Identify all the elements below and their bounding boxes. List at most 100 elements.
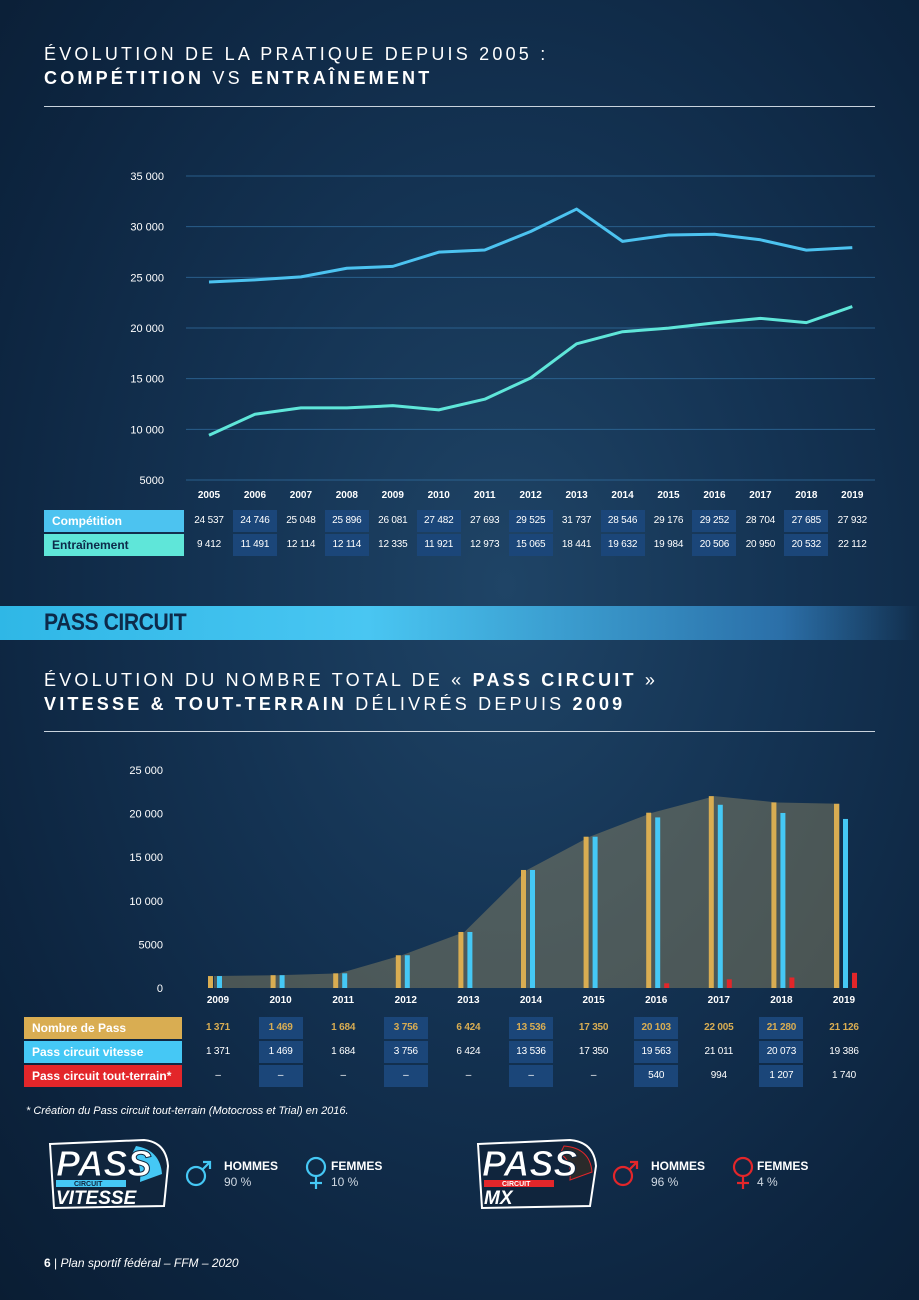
chart2-xtick-label: 2016 xyxy=(645,995,668,1006)
chart1-data-label: 12 973 xyxy=(469,539,500,550)
chart2-legend-vitesse: Pass circuit vitesse xyxy=(24,1041,182,1063)
chart1-svg: 5000 10 000 15 000 20 000 25 000 30 000 35 000 xyxy=(130,171,875,487)
chart2-data-label: 6 424 xyxy=(456,1046,481,1057)
svg-text:MX: MX xyxy=(484,1188,514,1209)
chart2-bar-vitesse xyxy=(467,931,473,988)
chart1-point xyxy=(575,208,578,211)
chart2-data-label: – xyxy=(465,1070,472,1081)
chart1-point xyxy=(805,321,808,324)
chart2-data-label: – xyxy=(383,1065,428,1087)
chart1-xtick-label: 2016 xyxy=(703,490,726,501)
chart1-data-label: 27 685 xyxy=(784,510,829,532)
mx-men-pct: 96 % xyxy=(651,1175,679,1189)
chart2-title-rule xyxy=(44,731,875,732)
chart2-title-pass-circuit: PASS CIRCUIT xyxy=(472,670,637,690)
chart2-title-year: 2009 xyxy=(572,694,626,714)
chart2-data-label: 1 371 xyxy=(205,1022,231,1033)
chart2-data-label: 13 536 xyxy=(509,1017,553,1039)
chart1-point xyxy=(437,251,440,254)
chart2-title-part3: » xyxy=(636,670,659,690)
chart2-bar-total xyxy=(834,803,839,988)
chart1-xtick-label: 2009 xyxy=(381,490,404,501)
chart2-data-label: 1 684 xyxy=(331,1046,356,1057)
chart2-data-label: 540 xyxy=(634,1065,679,1087)
chart2-ytick-label: 0 xyxy=(157,983,163,995)
chart2-bar-tout-terrain xyxy=(789,977,795,988)
chart1-data-label: 12 114 xyxy=(286,539,316,550)
chart2-bar-total xyxy=(708,796,714,988)
chart1-point xyxy=(345,406,348,409)
svg-text:PASS: PASS xyxy=(56,1143,151,1184)
chart2-bar-total xyxy=(583,836,589,988)
chart1-xtick-label: 2005 xyxy=(197,490,221,501)
chart2-bar-total xyxy=(458,931,464,988)
chart2-bar-total xyxy=(333,973,339,988)
chart1-title-line2: COMPÉTITION VS ENTRAÎNEMENT xyxy=(44,68,432,89)
chart1-xtick-label: 2006 xyxy=(243,490,267,501)
chart1-title-entrainement: ENTRAÎNEMENT xyxy=(251,68,433,88)
footnote: * Création du Pass circuit tout-terrain … xyxy=(26,1105,349,1117)
mx-men-label: HOMMES xyxy=(651,1159,705,1173)
chart1-point xyxy=(667,327,670,330)
chart1-point xyxy=(759,238,762,241)
chart2-data-label: 3 756 xyxy=(383,1017,428,1039)
chart1-data-label: 27 693 xyxy=(469,515,500,526)
chart1-point xyxy=(851,246,854,249)
chart1-data-label: 27 482 xyxy=(416,510,461,532)
mx-women-pct: 4 % xyxy=(757,1175,778,1189)
chart2-data-label: – xyxy=(590,1070,597,1081)
pass-vitesse-logo: PASS CIRCUIT VITESSE xyxy=(44,1136,170,1212)
chart2-ytick-label: 20 000 xyxy=(129,809,163,821)
chart1-data-label: 18 441 xyxy=(561,539,592,550)
chart1-data-label: 28 546 xyxy=(600,510,645,532)
chart2-bar-vitesse xyxy=(655,817,661,988)
chart2-xtick-label: 2015 xyxy=(582,995,605,1006)
chart2-data-label: – xyxy=(340,1070,347,1081)
chart1-ytick-label: 20 000 xyxy=(130,323,164,335)
chart2-bar-total xyxy=(521,869,526,988)
chart2-bar-total xyxy=(646,812,652,988)
chart2-data-label: 21 280 xyxy=(759,1017,804,1039)
chart1-point xyxy=(391,265,394,268)
chart1-data-label: 22 112 xyxy=(837,539,867,550)
chart1-xtick-label: 2007 xyxy=(289,490,313,501)
chart2-legend-total: Nombre de Pass xyxy=(24,1017,182,1039)
page-number: 6 xyxy=(44,1256,51,1270)
chart1-legend-competition: Compétition xyxy=(44,510,184,532)
chart1-series-line-entrainement xyxy=(208,305,853,437)
svg-text:VITESSE: VITESSE xyxy=(56,1188,138,1209)
female-icon-mx xyxy=(729,1156,757,1197)
male-icon-vitesse xyxy=(184,1158,214,1193)
chart2-data-label: 17 350 xyxy=(578,1022,609,1033)
chart1-data-label: 28 704 xyxy=(745,515,776,526)
chart2-ytick-label: 25 000 xyxy=(129,765,163,777)
chart1-point xyxy=(299,406,302,409)
chart2-title-line1: ÉVOLUTION DU NOMBRE TOTAL DE « PASS CIRC… xyxy=(44,670,658,691)
female-icon-vitesse xyxy=(302,1156,330,1197)
chart2-title-part1: ÉVOLUTION DU NOMBRE TOTAL DE « xyxy=(44,670,473,690)
chart2-table: 2009 2010 2011 2012 2013 2014 2015 2016 2017 2018… xyxy=(24,993,875,1089)
chart2-data-label: 21 011 xyxy=(704,1046,734,1057)
chart2-title-vitesse: VITESSE & TOUT-TERRAIN xyxy=(44,694,348,714)
chart1-data-label: 20 532 xyxy=(784,534,829,556)
chart2-ytick-label: 15 000 xyxy=(129,852,163,864)
chart1-title-competition: COMPÉTITION xyxy=(44,68,205,88)
chart1-xtick-label: 2015 xyxy=(657,490,680,501)
chart2-bar-vitesse xyxy=(592,836,598,988)
vitesse-women-label: FEMMES xyxy=(331,1159,383,1173)
chart2-data-label: 22 005 xyxy=(704,1022,734,1033)
chart1-xtick-label: 2011 xyxy=(473,490,496,501)
chart2-data-label: 19 386 xyxy=(829,1046,859,1057)
chart1-data-label: 12 335 xyxy=(378,539,408,550)
chart1-ytick-label: 35 000 xyxy=(130,171,164,183)
chart1-point xyxy=(713,233,716,236)
chart1-data-label: 9 412 xyxy=(196,539,222,550)
chart1-point xyxy=(253,413,256,416)
chart2-xtick-label: 2010 xyxy=(269,995,292,1006)
chart2-bar-vitesse xyxy=(279,975,285,988)
chart1-point xyxy=(299,275,302,278)
chart2-xtick-label: 2019 xyxy=(832,995,856,1006)
male-icon-mx xyxy=(611,1158,641,1193)
chart2-data-label: – xyxy=(258,1065,303,1087)
chart1-table: 2005 2006 2007 2008 2009 2010 2011 2012 2013 2014… xyxy=(44,488,875,560)
